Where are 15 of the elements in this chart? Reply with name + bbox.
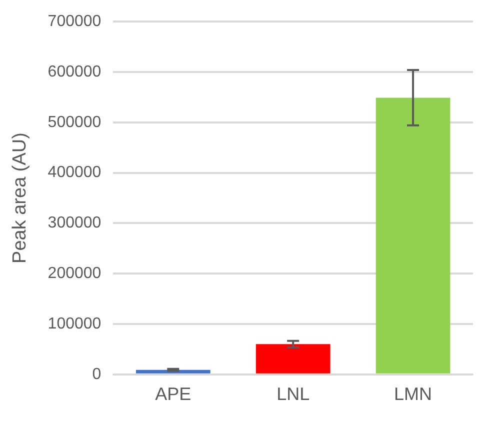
y-tick-label: 500000: [48, 114, 102, 131]
bar: [256, 344, 330, 374]
x-tick-label: LMN: [394, 384, 432, 404]
x-tick-label: APE: [155, 384, 192, 404]
bar: [136, 370, 210, 374]
y-tick-label: 100000: [48, 315, 102, 332]
x-tick-label: LNL: [276, 384, 310, 404]
bar: [376, 98, 450, 374]
y-tick-label: 300000: [48, 214, 102, 232]
y-tick-label: 400000: [48, 164, 102, 182]
y-tick-label: 700000: [48, 13, 102, 30]
y-axis-title: Peak area (AU): [10, 132, 31, 264]
y-tick-label: 200000: [48, 265, 102, 282]
y-tick-label: 0: [92, 366, 102, 383]
y-tick-label: 600000: [48, 63, 102, 80]
